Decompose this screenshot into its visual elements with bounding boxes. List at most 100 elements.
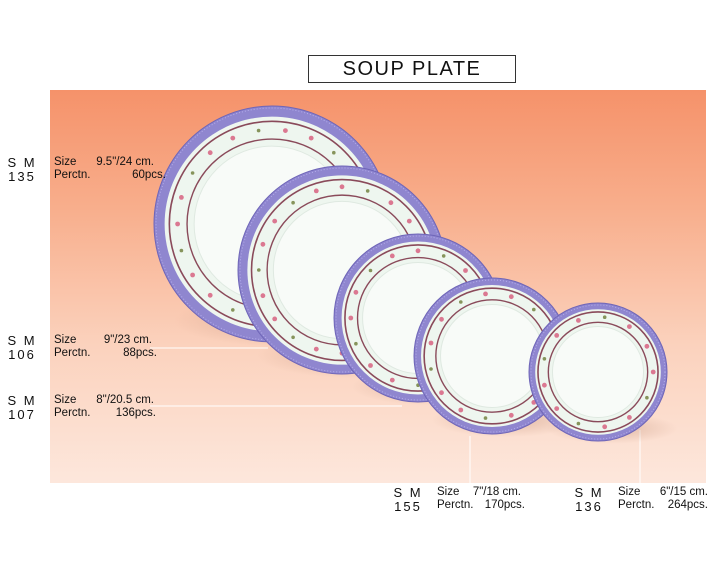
leaf-motif bbox=[291, 335, 295, 340]
product-code-sm135: S M 135 bbox=[4, 156, 40, 184]
leaf-motif bbox=[441, 254, 446, 258]
plate-outer-band bbox=[537, 311, 659, 433]
product-code-sm106: S M 106 bbox=[4, 334, 40, 362]
product-code-sm107: S M 107 bbox=[4, 394, 40, 422]
flower-motif bbox=[650, 369, 656, 375]
title-text: SOUP PLATE bbox=[342, 57, 482, 80]
flower-motif bbox=[483, 291, 488, 297]
flower-motif bbox=[260, 241, 266, 247]
flower-motif bbox=[313, 346, 319, 352]
product-code-sm155: S M 155 bbox=[390, 486, 426, 514]
flower-motif bbox=[308, 135, 314, 141]
leaf-motif bbox=[257, 268, 261, 272]
flower-motif bbox=[415, 248, 421, 254]
perctn-value: 60pcs. bbox=[132, 169, 166, 181]
leaf-motif bbox=[332, 150, 336, 155]
flower-motif bbox=[458, 407, 464, 413]
leaf-motif bbox=[483, 416, 488, 420]
perctn-label: Perctn. bbox=[618, 499, 655, 511]
size-value: 8"/20.5 cm. bbox=[96, 394, 154, 406]
plates-group bbox=[153, 105, 678, 444]
page-title: SOUP PLATE bbox=[308, 55, 516, 83]
product-spec-sm136: Size 6"/15 cm. Perctn. 264pcs. bbox=[618, 486, 708, 512]
size-value: 6"/15 cm. bbox=[659, 486, 708, 498]
code-line2: 106 bbox=[8, 347, 36, 362]
size-value: 7"/18 cm. bbox=[472, 486, 521, 498]
leaf-motif bbox=[576, 421, 581, 426]
flower-motif bbox=[389, 377, 395, 383]
flower-motif bbox=[348, 315, 354, 321]
product-spec-sm107: Size 8"/20.5 cm. Perctn. 136pcs. bbox=[54, 394, 156, 420]
flower-motif bbox=[576, 318, 581, 323]
size-label: Size bbox=[54, 334, 77, 346]
code-line1: S M bbox=[7, 155, 37, 170]
flower-motif bbox=[353, 289, 359, 295]
flower-motif bbox=[207, 150, 213, 156]
perctn-label: Perctn. bbox=[437, 499, 474, 511]
perctn-value: 264pcs. bbox=[667, 499, 708, 511]
plate-center bbox=[440, 304, 544, 408]
flower-motif bbox=[207, 292, 213, 298]
product-spec-sm106: Size 9"/23 cm. Perctn. 88pcs. bbox=[54, 334, 157, 360]
size-label: Size bbox=[54, 156, 77, 168]
flower-motif bbox=[175, 221, 181, 227]
code-line2: 107 bbox=[8, 407, 36, 422]
size-value: 9"/23 cm. bbox=[103, 334, 152, 346]
leaf-motif bbox=[459, 300, 463, 304]
leaf-motif bbox=[256, 128, 261, 133]
leaf-motif bbox=[368, 268, 373, 273]
leaf-motif bbox=[532, 307, 536, 312]
flower-motif bbox=[190, 272, 196, 278]
leaf-motif bbox=[291, 200, 295, 205]
flower-motif bbox=[179, 195, 184, 200]
flower-motif bbox=[627, 415, 632, 420]
plate-inner-band bbox=[547, 321, 649, 423]
flower-motif bbox=[339, 184, 345, 190]
flower-motif bbox=[283, 128, 288, 134]
flower-motif bbox=[439, 390, 444, 396]
leaf-motif bbox=[645, 395, 649, 400]
flower-motif bbox=[508, 412, 514, 418]
flower-motif bbox=[463, 268, 468, 273]
code-line2: 155 bbox=[394, 499, 422, 514]
leaf-motif bbox=[365, 189, 370, 193]
leaf-motif bbox=[231, 308, 235, 312]
product-spec-sm155: Size 7"/18 cm. Perctn. 170pcs. bbox=[437, 486, 525, 512]
flower-motif bbox=[627, 324, 632, 329]
code-line1: S M bbox=[7, 393, 37, 408]
flower-motif bbox=[406, 218, 412, 224]
perctn-value: 88pcs. bbox=[123, 347, 157, 359]
perctn-label: Perctn. bbox=[54, 347, 91, 359]
plate-155 bbox=[413, 277, 581, 438]
code-line1: S M bbox=[393, 485, 423, 500]
leaf-motif bbox=[179, 248, 184, 253]
plate-center bbox=[551, 325, 645, 419]
flower-motif bbox=[428, 340, 434, 346]
code-line2: 135 bbox=[8, 169, 36, 184]
flower-motif bbox=[272, 218, 278, 224]
rim-texture bbox=[530, 304, 666, 440]
flower-motif bbox=[644, 343, 650, 349]
leaf-motif bbox=[602, 315, 607, 320]
flower-motif bbox=[230, 135, 236, 141]
flower-motif bbox=[368, 363, 373, 368]
leaf-motif bbox=[542, 357, 547, 361]
plate-136 bbox=[528, 302, 678, 444]
size-value: 9.5"/24 cm. bbox=[96, 156, 154, 168]
leaf-motif bbox=[354, 341, 358, 346]
code-line1: S M bbox=[574, 485, 604, 500]
flower-motif bbox=[389, 253, 395, 259]
code-line2: 136 bbox=[575, 499, 603, 514]
leaf-motif bbox=[429, 367, 433, 371]
flower-motif bbox=[554, 406, 560, 411]
perctn-label: Perctn. bbox=[54, 169, 91, 181]
perctn-value: 170pcs. bbox=[484, 499, 525, 511]
product-code-sm136: S M 136 bbox=[571, 486, 607, 514]
flower-motif bbox=[272, 316, 278, 322]
leaf-motif bbox=[190, 171, 195, 175]
flower-motif bbox=[388, 200, 394, 206]
code-line1: S M bbox=[7, 333, 37, 348]
flower-motif bbox=[260, 293, 266, 299]
flower-motif bbox=[542, 382, 547, 388]
